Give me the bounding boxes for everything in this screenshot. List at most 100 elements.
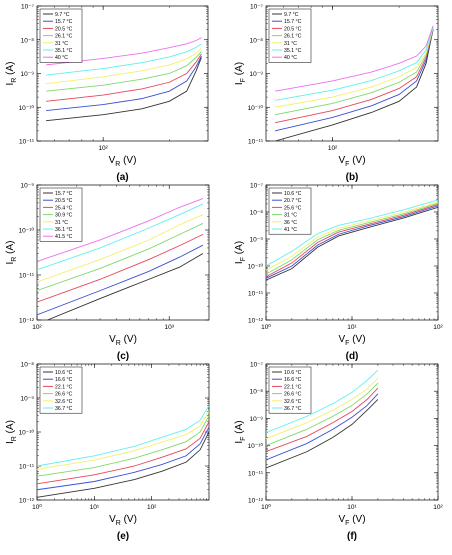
x-tick-label: 10² (32, 324, 42, 331)
series-line-7 (46, 37, 202, 66)
y-tick-label: 10⁻¹⁰ (19, 227, 35, 235)
y-axis-label-unit: (A) (234, 420, 245, 436)
series-line-1 (275, 29, 434, 141)
y-tick-label: 10⁻¹¹ (248, 139, 264, 146)
series-line-2 (266, 393, 379, 461)
x-tick-label: 10² (328, 145, 338, 152)
chart-panel-3: 10⁻¹² 10⁻¹¹ 10⁻¹⁰ 10⁻⁹ 10² 10³ 15.7 °C20.5 °C2… (5, 183, 210, 362)
series-line-6 (275, 26, 434, 101)
legend-box (268, 366, 312, 414)
y-tick-label: 10⁻⁹ (21, 71, 35, 78)
series-line-2 (46, 55, 202, 111)
series-group (46, 37, 202, 122)
x-axis-label-main: V (109, 514, 116, 525)
y-axis-label-sub: F (240, 437, 247, 441)
legend-label: 22.1 °C (284, 384, 302, 390)
series-line-5 (266, 201, 438, 271)
y-axis-label-sub: F (240, 78, 247, 82)
y-tick-label: 10⁻¹¹ (248, 291, 264, 298)
series-line-6 (46, 43, 202, 76)
legend-label: 41 °C (284, 227, 297, 233)
legend: 10.6 °C16.6 °C22.1 °C 26.6 °C32.6 °C36.7 … (39, 366, 83, 414)
series-group (266, 199, 438, 281)
legend-label: 22.1 °C (55, 384, 73, 390)
legend-label: 36.7 °C (55, 406, 73, 412)
y-axis-label-unit: (A) (5, 62, 16, 78)
series-line-4 (275, 28, 434, 116)
y-tick-label: 10⁻¹⁰ (248, 263, 264, 271)
x-axis-label-main: V (109, 155, 116, 166)
series-group (37, 198, 204, 320)
series-line-4 (266, 202, 438, 275)
series-line-4 (46, 51, 202, 92)
legend-label: 10.6 °C (284, 191, 302, 197)
legend-label: 9.7 °C (284, 12, 299, 18)
x-axis-label: VF (V) (338, 334, 365, 347)
x-axis-label-unit: (V) (349, 334, 365, 345)
x-axis-label-sub: F (345, 161, 349, 168)
y-tick-label: 10⁻¹¹ (248, 470, 264, 477)
series-line-1 (47, 253, 204, 320)
legend: 9.7 °C15.7 °C20.5 °C 26.1 °C31 °C35.1 °C4… (268, 8, 312, 63)
legend-label: 36 °C (284, 220, 297, 226)
series-line-3 (266, 204, 438, 278)
legend-label: 26.6 °C (284, 392, 302, 398)
y-axis-label-sub: R (11, 78, 18, 83)
chart-panel-2: 10⁻¹¹ 10⁻¹⁰ 10⁻⁹ 10⁻⁸ 10⁻⁷ 10² 9.7 °C15.7 °C20… (234, 4, 439, 183)
chart-panel-1: 10⁻¹¹ 10⁻¹⁰ 10⁻⁹ 10⁻⁸ 10⁻⁷ 10² 9.7 °C15.7 °C20… (5, 4, 209, 183)
legend-label: 35.1 °C (284, 48, 302, 54)
legend-label: 26.6 °C (55, 392, 73, 398)
legend-label: 16.6 °C (55, 377, 73, 383)
panel-caption: (f) (347, 531, 357, 542)
legend-label: 9.7 °C (55, 12, 70, 18)
x-tick-label: 10¹ (347, 504, 357, 511)
y-tick-label: 10⁻⁹ (250, 416, 264, 423)
legend-label: 20.5 °C (55, 26, 73, 32)
series-line-5 (37, 214, 204, 283)
legend-label: 10.6 °C (55, 370, 73, 376)
legend-label: 15.7 °C (55, 191, 73, 197)
legend-label: 32.6 °C (284, 399, 302, 405)
legend-label: 25.4 °C (55, 205, 73, 211)
legend-label: 10.6 °C (284, 370, 302, 376)
x-tick-label: 10² (433, 504, 443, 511)
series-line-6 (266, 199, 438, 267)
series-line-4 (266, 382, 379, 447)
y-axis-label-unit: (A) (234, 62, 245, 78)
legend-box (268, 187, 312, 235)
y-axis-label-main: I (234, 441, 245, 444)
x-axis-label-unit: (V) (121, 514, 137, 525)
x-axis-label: VR (V) (109, 334, 137, 347)
x-axis-label-main: V (109, 334, 116, 345)
x-tick-label: 10² (147, 504, 157, 511)
series-line-3 (37, 421, 209, 485)
y-axis-label-sub: R (11, 257, 18, 262)
legend-label: 15.7 °C (55, 19, 73, 25)
y-axis-label: IR (A) (5, 241, 18, 265)
y-axis-label: IF (A) (234, 420, 247, 443)
panel-caption: (c) (117, 351, 129, 362)
legend-label: 31 °C (55, 220, 68, 226)
series-group (275, 25, 434, 141)
series-line-5 (46, 48, 202, 85)
x-tick-label: 10⁰ (32, 503, 42, 511)
legend: 9.7 °C15.7 °C20.5 °C 26.1 °C31 °C35.1 °C4… (39, 8, 83, 63)
series-line-1 (46, 57, 202, 122)
y-tick-label: 10⁻¹¹ (19, 273, 35, 280)
series-line-2 (275, 29, 434, 132)
y-tick-label: 10⁻¹⁰ (19, 429, 35, 437)
y-tick-label: 10⁻¹⁰ (248, 442, 264, 450)
x-tick-label: 10² (433, 324, 443, 331)
x-axis-label-sub: F (345, 340, 349, 347)
y-axis-label-unit: (A) (5, 420, 16, 436)
legend: 10.6 °C20.7 °C25.6 °C 31 °C36 °C41 °C (268, 187, 312, 235)
x-axis-label-unit: (V) (120, 155, 136, 166)
y-axis-label: IR (A) (5, 62, 18, 86)
x-axis-label-sub: R (116, 340, 121, 347)
series-line-3 (37, 233, 204, 303)
y-tick-label: 10⁻⁸ (21, 37, 35, 44)
legend-label: 30.9 °C (55, 213, 73, 219)
legend-label: 20.7 °C (284, 198, 302, 204)
y-axis-label-main: I (5, 441, 16, 444)
y-axis-label-sub: R (11, 436, 18, 441)
